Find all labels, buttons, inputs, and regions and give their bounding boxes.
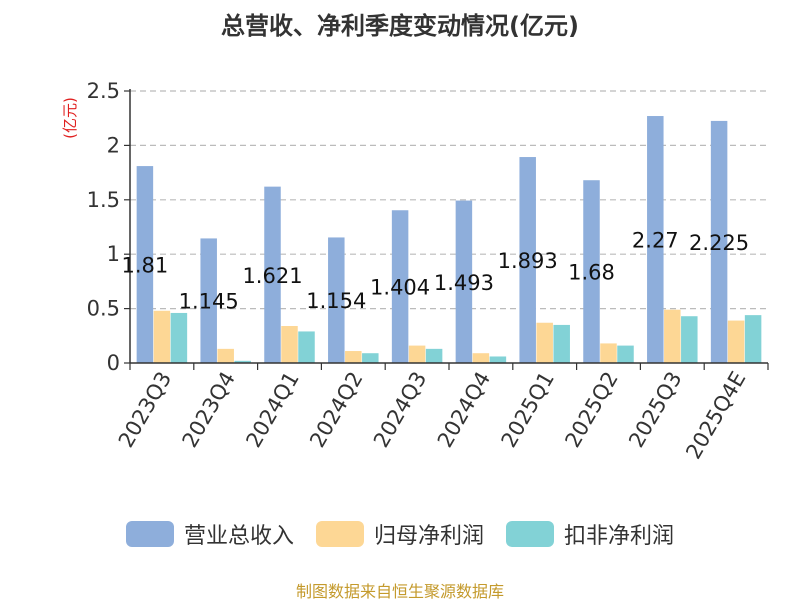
y-axis-label: (亿元) bbox=[61, 97, 79, 139]
bar-series2-2024Q4[interactable] bbox=[489, 356, 507, 363]
source-note: 制图数据来自恒生聚源数据库 bbox=[295, 582, 504, 601]
data-label-revenue: 2.225 bbox=[689, 231, 749, 255]
data-label-revenue: 1.893 bbox=[498, 249, 558, 273]
legend-swatch-deducted-profit bbox=[506, 521, 554, 547]
bar-series2-2025Q4E[interactable] bbox=[744, 315, 762, 363]
bar-series0-2025Q1[interactable] bbox=[519, 157, 536, 363]
x-tick-label: 2024Q2 bbox=[305, 368, 367, 452]
bar-series2-2024Q2[interactable] bbox=[362, 353, 379, 363]
y-tick-label: 0.5 bbox=[87, 297, 120, 321]
bar-series1-2024Q4[interactable] bbox=[472, 353, 490, 363]
bar-series0-2023Q4[interactable] bbox=[200, 238, 217, 363]
bar-series0-2024Q4[interactable] bbox=[455, 200, 473, 363]
bar-series1-2023Q4[interactable] bbox=[217, 348, 234, 363]
x-tick-label: 2023Q3 bbox=[114, 368, 176, 452]
bar-series1-2023Q3[interactable] bbox=[153, 310, 171, 363]
data-label-revenue: 1.621 bbox=[242, 264, 302, 288]
legend-item-net-profit[interactable]: 归母净利润 bbox=[315, 518, 484, 550]
x-tick-label: 2025Q2 bbox=[560, 368, 622, 452]
y-tick-label: 1.5 bbox=[87, 188, 120, 212]
bar-series2-2023Q4[interactable] bbox=[234, 360, 251, 363]
bar-series0-2024Q3[interactable] bbox=[391, 210, 409, 363]
x-tick-label: 2023Q4 bbox=[178, 368, 240, 452]
y-tick-label: 2.5 bbox=[87, 79, 120, 103]
legend-label-revenue: 营业总收入 bbox=[183, 524, 294, 549]
x-tick-label: 2024Q1 bbox=[241, 368, 303, 452]
bar-series2-2024Q3[interactable] bbox=[425, 348, 443, 363]
y-tick-label: 1 bbox=[107, 242, 120, 266]
legend-item-deducted-profit[interactable]: 扣非净利润 bbox=[506, 518, 674, 550]
bar-series2-2025Q3[interactable] bbox=[681, 316, 698, 363]
data-label-revenue: 1.404 bbox=[370, 276, 430, 300]
bar-series0-2024Q2[interactable] bbox=[328, 237, 345, 363]
bar-series1-2024Q2[interactable] bbox=[345, 351, 362, 363]
y-tick-label: 2 bbox=[107, 133, 120, 157]
x-tick-label: 2025Q3 bbox=[624, 368, 686, 452]
chart-title: 总营收、净利季度变动情况(亿元) bbox=[221, 12, 579, 40]
bar-series1-2025Q2[interactable] bbox=[600, 343, 617, 363]
bar-series1-2025Q4E[interactable] bbox=[727, 320, 745, 363]
data-label-revenue: 2.27 bbox=[632, 229, 679, 253]
legend-swatch-net-profit bbox=[315, 521, 364, 547]
y-tick-label: 0 bbox=[107, 351, 120, 375]
data-label-revenue: 1.81 bbox=[122, 254, 169, 278]
legend-swatch-revenue bbox=[125, 521, 174, 547]
bar-series2-2023Q3[interactable] bbox=[170, 312, 188, 363]
legend-label-deducted-profit: 扣非净利润 bbox=[564, 524, 675, 549]
data-label-revenue: 1.145 bbox=[179, 290, 239, 314]
bar-series1-2024Q1[interactable] bbox=[281, 326, 298, 363]
bar-series1-2025Q1[interactable] bbox=[536, 322, 553, 363]
bar-series1-2025Q3[interactable] bbox=[664, 309, 681, 363]
bar-series2-2025Q1[interactable] bbox=[553, 324, 570, 363]
data-label-revenue: 1.493 bbox=[434, 271, 494, 295]
x-tick-label: 2024Q3 bbox=[369, 368, 431, 452]
bar-series2-2025Q2[interactable] bbox=[617, 345, 634, 363]
x-tick-label: 2024Q4 bbox=[433, 368, 495, 452]
data-label-revenue: 1.68 bbox=[568, 261, 615, 285]
bar-series0-2023Q3[interactable] bbox=[136, 166, 154, 363]
x-tick-label: 2025Q4E bbox=[681, 368, 750, 464]
legend-item-revenue[interactable]: 营业总收入 bbox=[125, 518, 294, 550]
bar-series0-2025Q3[interactable] bbox=[647, 116, 664, 363]
bar-series2-2024Q1[interactable] bbox=[298, 331, 315, 363]
legend: 营业总收入 归母净利润 扣非净利润 bbox=[0, 518, 800, 550]
bar-series0-2025Q2[interactable] bbox=[583, 180, 600, 363]
x-tick-label: 2025Q1 bbox=[497, 368, 559, 452]
bar-series1-2024Q3[interactable] bbox=[408, 345, 426, 363]
data-label-revenue: 1.154 bbox=[306, 289, 366, 313]
legend-label-net-profit: 归母净利润 bbox=[373, 524, 484, 549]
bar-series0-2024Q1[interactable] bbox=[264, 186, 281, 363]
bar-series0-2025Q4E[interactable] bbox=[710, 120, 728, 363]
